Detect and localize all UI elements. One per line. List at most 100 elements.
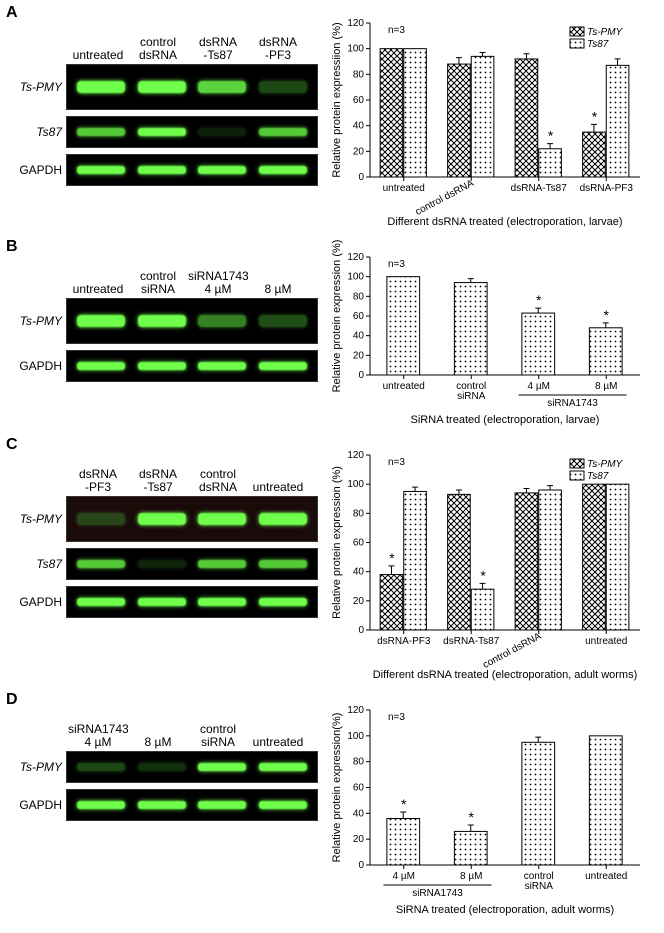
condition-label: dsRNA-Ts87 <box>128 468 188 496</box>
blot-band <box>198 315 246 327</box>
svg-text:60: 60 <box>353 538 365 549</box>
blot-row-label: Ts87 <box>8 557 66 571</box>
blot-band <box>138 128 186 136</box>
svg-text:dsRNA-PF3: dsRNA-PF3 <box>377 636 431 647</box>
svg-text:100: 100 <box>347 272 364 283</box>
svg-text:Ts87: Ts87 <box>587 39 609 50</box>
svg-text:*: * <box>592 108 598 124</box>
blot-band <box>198 801 246 809</box>
svg-text:*: * <box>536 292 542 308</box>
blot-band <box>138 81 186 93</box>
condition-label: 8 µM <box>248 270 308 298</box>
svg-text:8 µM: 8 µM <box>460 871 482 882</box>
svg-text:40: 40 <box>353 808 365 819</box>
condition-label: untreated <box>68 49 128 64</box>
svg-text:controlsiRNA: controlsiRNA <box>456 381 486 402</box>
blot-row-label: Ts87 <box>8 125 66 139</box>
svg-text:Ts-PMY: Ts-PMY <box>587 459 624 470</box>
svg-text:*: * <box>389 550 395 566</box>
svg-text:120: 120 <box>347 18 364 29</box>
svg-text:dsRNA-Ts87: dsRNA-Ts87 <box>511 183 568 194</box>
blot-row-label: Ts-PMY <box>8 80 66 94</box>
western-blot: siRNA17434 µM8 µMcontrolsiRNAuntreated Ts… <box>8 691 328 827</box>
blot-conditions-header: dsRNA-PF3dsRNA-Ts87controldsRNAuntreated <box>8 456 328 496</box>
svg-text:SiRNA treated (electroporation: SiRNA treated (electroporation, larvae) <box>411 414 600 426</box>
blot-row: GAPDH <box>8 586 328 618</box>
svg-text:0: 0 <box>358 625 364 636</box>
blot-row-label: Ts-PMY <box>8 512 66 526</box>
condition-label: controlsiRNA <box>128 270 188 298</box>
blot-band <box>198 81 246 93</box>
blot-band <box>198 128 246 136</box>
svg-text:*: * <box>480 567 486 583</box>
western-blot: untreatedcontrolsiRNAsiRNA17434 µM8 µMTs… <box>8 238 328 388</box>
svg-text:untreated: untreated <box>383 183 425 194</box>
blot-conditions-header: untreatedcontrolsiRNAsiRNA17434 µM8 µM <box>8 258 328 298</box>
svg-text:*: * <box>469 809 475 825</box>
condition-label: dsRNA-Ts87 <box>188 36 248 64</box>
bar-chart: 020406080100120Relative protein expressi… <box>328 238 648 428</box>
svg-text:120: 120 <box>347 252 364 263</box>
svg-text:n=3: n=3 <box>388 259 405 270</box>
svg-text:60: 60 <box>353 311 365 322</box>
blot-band <box>77 166 125 174</box>
svg-text:Relative protein expression (%: Relative protein expression (%) <box>331 466 343 619</box>
svg-text:Ts87: Ts87 <box>587 471 609 482</box>
blot-band <box>259 81 307 93</box>
blot-row: Ts-PMY <box>8 298 328 344</box>
blot-band <box>138 801 186 809</box>
blot-row-label: GAPDH <box>8 163 66 177</box>
blot-band <box>77 128 125 136</box>
svg-text:n=3: n=3 <box>388 25 405 36</box>
blot-band <box>198 166 246 174</box>
condition-label: siRNA17434 µM <box>68 723 128 751</box>
blot-row: GAPDH <box>8 154 328 186</box>
svg-text:100: 100 <box>347 479 364 490</box>
svg-text:Relative protein expressiion (: Relative protein expressiion (%) <box>331 22 343 177</box>
blot-band <box>77 315 125 327</box>
svg-text:controlsiRNA: controlsiRNA <box>524 871 554 892</box>
svg-text:80: 80 <box>353 508 365 519</box>
svg-text:40: 40 <box>353 567 365 578</box>
blot-band <box>138 560 186 568</box>
svg-text:Relative protein expression (%: Relative protein expression (%) <box>331 240 343 393</box>
blot-band <box>259 763 307 771</box>
svg-text:100: 100 <box>347 44 364 55</box>
blot-band <box>138 166 186 174</box>
panel-d: DsiRNA17434 µM8 µMcontrolsiRNAuntreatedT… <box>0 687 664 922</box>
svg-text:80: 80 <box>353 757 365 768</box>
blot-row-label: Ts-PMY <box>8 760 66 774</box>
blot-lane-box <box>66 64 318 110</box>
blot-lane-box <box>66 586 318 618</box>
svg-text:20: 20 <box>353 596 365 607</box>
blot-row-label: GAPDH <box>8 595 66 609</box>
svg-text:siRNA1743: siRNA1743 <box>412 888 463 899</box>
svg-text:untreated: untreated <box>585 871 627 882</box>
blot-row: GAPDH <box>8 789 328 821</box>
chart-area: 020406080100120Relative protein expressi… <box>328 4 648 230</box>
svg-text:dsRNA-Ts87: dsRNA-Ts87 <box>443 636 500 647</box>
svg-text:80: 80 <box>353 69 365 80</box>
blot-conditions-header: siRNA17434 µM8 µMcontrolsiRNAuntreated <box>8 711 328 751</box>
svg-text:Different dsRNA treated (elect: Different dsRNA treated (electroporation… <box>387 216 622 228</box>
blot-band <box>259 362 307 370</box>
blot-band <box>77 362 125 370</box>
blot-band <box>259 513 307 525</box>
blot-row-label: GAPDH <box>8 798 66 812</box>
svg-text:0: 0 <box>358 172 364 183</box>
blot-row-label: GAPDH <box>8 359 66 373</box>
blot-row: Ts-PMY <box>8 751 328 783</box>
western-blot: dsRNA-PF3dsRNA-Ts87controldsRNAuntreated… <box>8 436 328 624</box>
blot-lane-box <box>66 548 318 580</box>
condition-label: controldsRNA <box>188 468 248 496</box>
svg-text:0: 0 <box>358 370 364 381</box>
blot-lane-box <box>66 154 318 186</box>
blot-band <box>259 315 307 327</box>
blot-band <box>77 81 125 93</box>
panel-a: AuntreatedcontroldsRNAdsRNA-Ts87dsRNA-PF… <box>0 0 664 234</box>
condition-label: siRNA17434 µM <box>188 270 248 298</box>
panel-b: BuntreatedcontrolsiRNAsiRNA17434 µM8 µMT… <box>0 234 664 432</box>
svg-text:*: * <box>401 796 407 812</box>
svg-text:40: 40 <box>353 331 365 342</box>
blot-band <box>138 362 186 370</box>
